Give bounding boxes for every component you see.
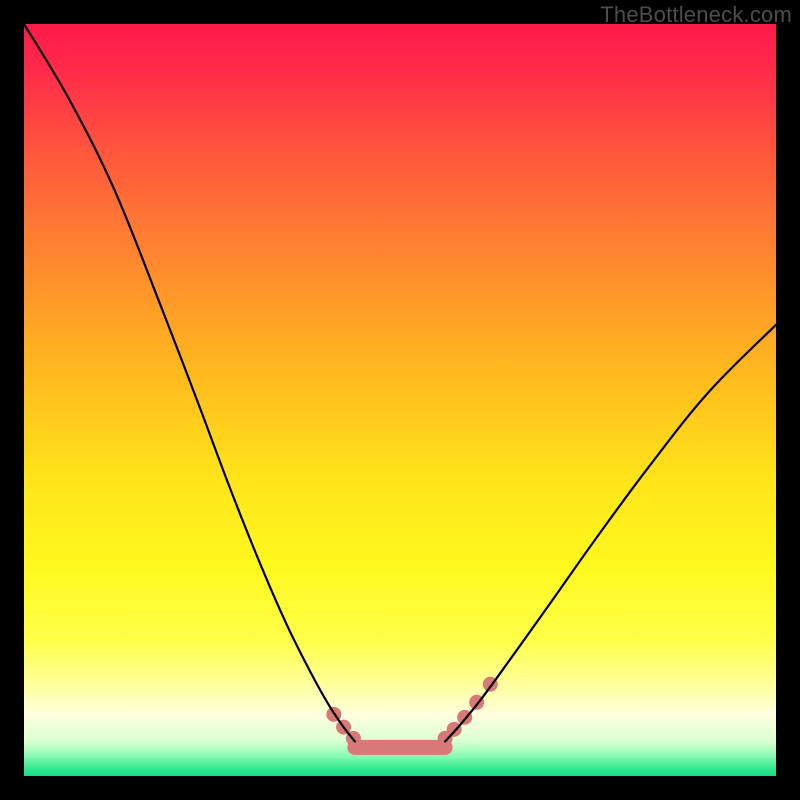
watermark-text: TheBottleneck.com bbox=[600, 2, 792, 28]
plot-background bbox=[24, 24, 776, 776]
figure-canvas: TheBottleneck.com bbox=[0, 0, 800, 800]
bottleneck-chart-svg bbox=[0, 0, 800, 800]
